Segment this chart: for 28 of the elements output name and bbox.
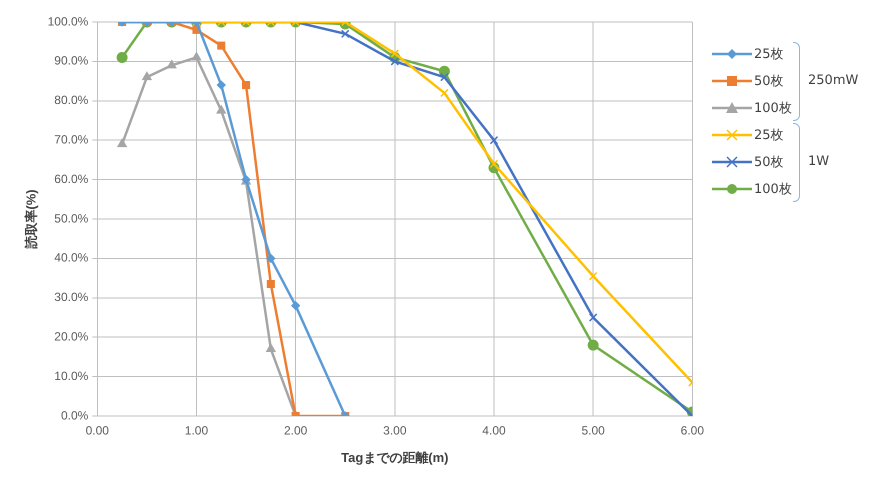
x-tick-label: 3.00 bbox=[383, 424, 407, 438]
y-tick-label: 100.0% bbox=[48, 14, 89, 28]
x-tick-label: 2.00 bbox=[284, 424, 308, 438]
y-tick-label: 70.0% bbox=[54, 132, 89, 147]
legend-label: 100枚 bbox=[754, 180, 792, 198]
legend-label: 50枚 bbox=[754, 154, 784, 170]
x-axis-title: Tagまでの距離(m) bbox=[341, 450, 448, 465]
x-tick-label: 4.00 bbox=[482, 424, 506, 438]
x-tick-label: 5.00 bbox=[581, 424, 606, 438]
legend-label: 100枚 bbox=[754, 100, 792, 116]
y-tick-label: 40.0% bbox=[54, 250, 89, 265]
legend-label: 25枚 bbox=[754, 126, 784, 144]
x-tick-label: 0.00 bbox=[86, 424, 110, 438]
y-tick-label: 10.0% bbox=[54, 368, 89, 383]
y-tick-label: 30.0% bbox=[54, 290, 89, 304]
text: 1W bbox=[808, 154, 830, 168]
y-tick-label: 0.0% bbox=[60, 408, 89, 422]
y-axis-title: 読取率(%) bbox=[23, 189, 38, 250]
legend-label: 50枚 bbox=[754, 72, 784, 90]
y-tick-label: 60.0% bbox=[54, 172, 89, 186]
y-tick-label: 90.0% bbox=[54, 54, 89, 68]
x-tick-label: 1.00 bbox=[184, 424, 208, 438]
legend-label: 25枚 bbox=[754, 46, 784, 62]
x-tick-label: 6.00 bbox=[680, 424, 704, 438]
y-tick-label: 50.0% bbox=[54, 211, 89, 226]
y-tick-label: 80.0% bbox=[54, 93, 89, 108]
text: 250mW bbox=[808, 72, 858, 88]
y-tick-label: 20.0% bbox=[54, 330, 89, 344]
